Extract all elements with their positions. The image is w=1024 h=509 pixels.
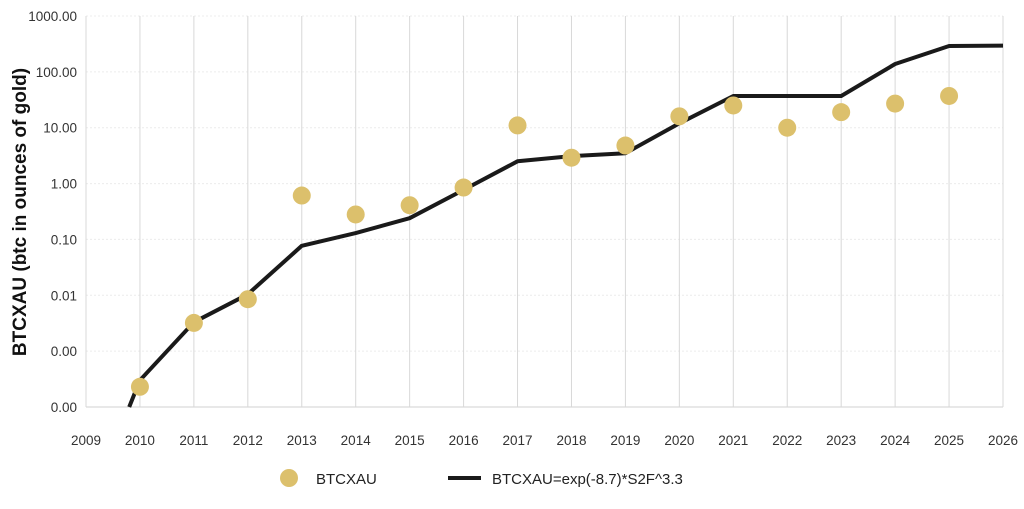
y-tick-label: 1000.00 bbox=[28, 9, 77, 24]
data-point bbox=[670, 107, 689, 126]
data-point bbox=[400, 196, 419, 215]
data-point bbox=[454, 178, 473, 197]
data-point bbox=[886, 94, 905, 113]
x-tick-label: 2016 bbox=[449, 433, 479, 448]
y-tick-label: 100.00 bbox=[36, 65, 77, 80]
y-tick-label: 1.00 bbox=[51, 177, 77, 192]
data-point bbox=[184, 313, 203, 332]
x-tick-label: 2013 bbox=[287, 433, 317, 448]
data-point bbox=[616, 136, 635, 155]
data-point bbox=[562, 148, 581, 167]
y-tick-label: 0.00 bbox=[51, 344, 77, 359]
series bbox=[127, 43, 1004, 408]
x-tick-label: 2021 bbox=[718, 433, 748, 448]
legend-marker-scatter bbox=[280, 469, 298, 487]
y-axis-label: BTCXAU (btc in ounces of gold) bbox=[10, 68, 31, 356]
data-point bbox=[832, 103, 851, 122]
data-point bbox=[724, 96, 743, 115]
y-tick-label: 0.00 bbox=[51, 400, 77, 415]
x-tick-label: 2024 bbox=[880, 433, 911, 448]
x-tick-label: 2012 bbox=[233, 433, 263, 448]
data-point bbox=[940, 86, 959, 105]
data-point bbox=[778, 118, 797, 137]
x-tick-label: 2023 bbox=[826, 433, 856, 448]
y-axis-ticks: 0.00 0.00 0.01 0.10 1.00 10.00 100.00 1000.00 bbox=[28, 9, 77, 415]
data-point bbox=[508, 116, 527, 135]
legend-label-scatter: BTCXAU bbox=[316, 471, 377, 488]
x-tick-label: 2014 bbox=[341, 433, 372, 448]
data-point bbox=[346, 205, 365, 224]
x-tick-label: 2011 bbox=[179, 433, 208, 448]
x-tick-label: 2025 bbox=[934, 433, 964, 448]
fit-line bbox=[127, 43, 1004, 408]
data-point bbox=[130, 377, 149, 396]
data-point bbox=[238, 290, 257, 309]
x-tick-label: 2009 bbox=[71, 433, 101, 448]
x-tick-label: 2020 bbox=[664, 433, 694, 448]
x-tick-label: 2010 bbox=[125, 433, 155, 448]
x-tick-label: 2019 bbox=[610, 433, 640, 448]
x-tick-label: 2026 bbox=[988, 433, 1018, 448]
x-tick-label: 2015 bbox=[395, 433, 425, 448]
data-point bbox=[292, 186, 311, 205]
grid bbox=[85, 15, 1004, 408]
x-axis-ticks: 2009 2010 2011 2012 2013 2014 2015 2016 2017 2018… bbox=[71, 433, 1018, 448]
legend: BTCXAU BTCXAU=exp(-8.7)*S2F^3.3 bbox=[280, 469, 683, 488]
x-tick-label: 2017 bbox=[503, 433, 533, 448]
x-tick-label: 2018 bbox=[556, 433, 586, 448]
y-tick-label: 10.00 bbox=[43, 121, 77, 136]
x-tick-label: 2022 bbox=[772, 433, 802, 448]
legend-label-line: BTCXAU=exp(-8.7)*S2F^3.3 bbox=[492, 471, 683, 488]
y-tick-label: 0.01 bbox=[51, 288, 77, 303]
y-tick-label: 0.10 bbox=[51, 232, 77, 247]
